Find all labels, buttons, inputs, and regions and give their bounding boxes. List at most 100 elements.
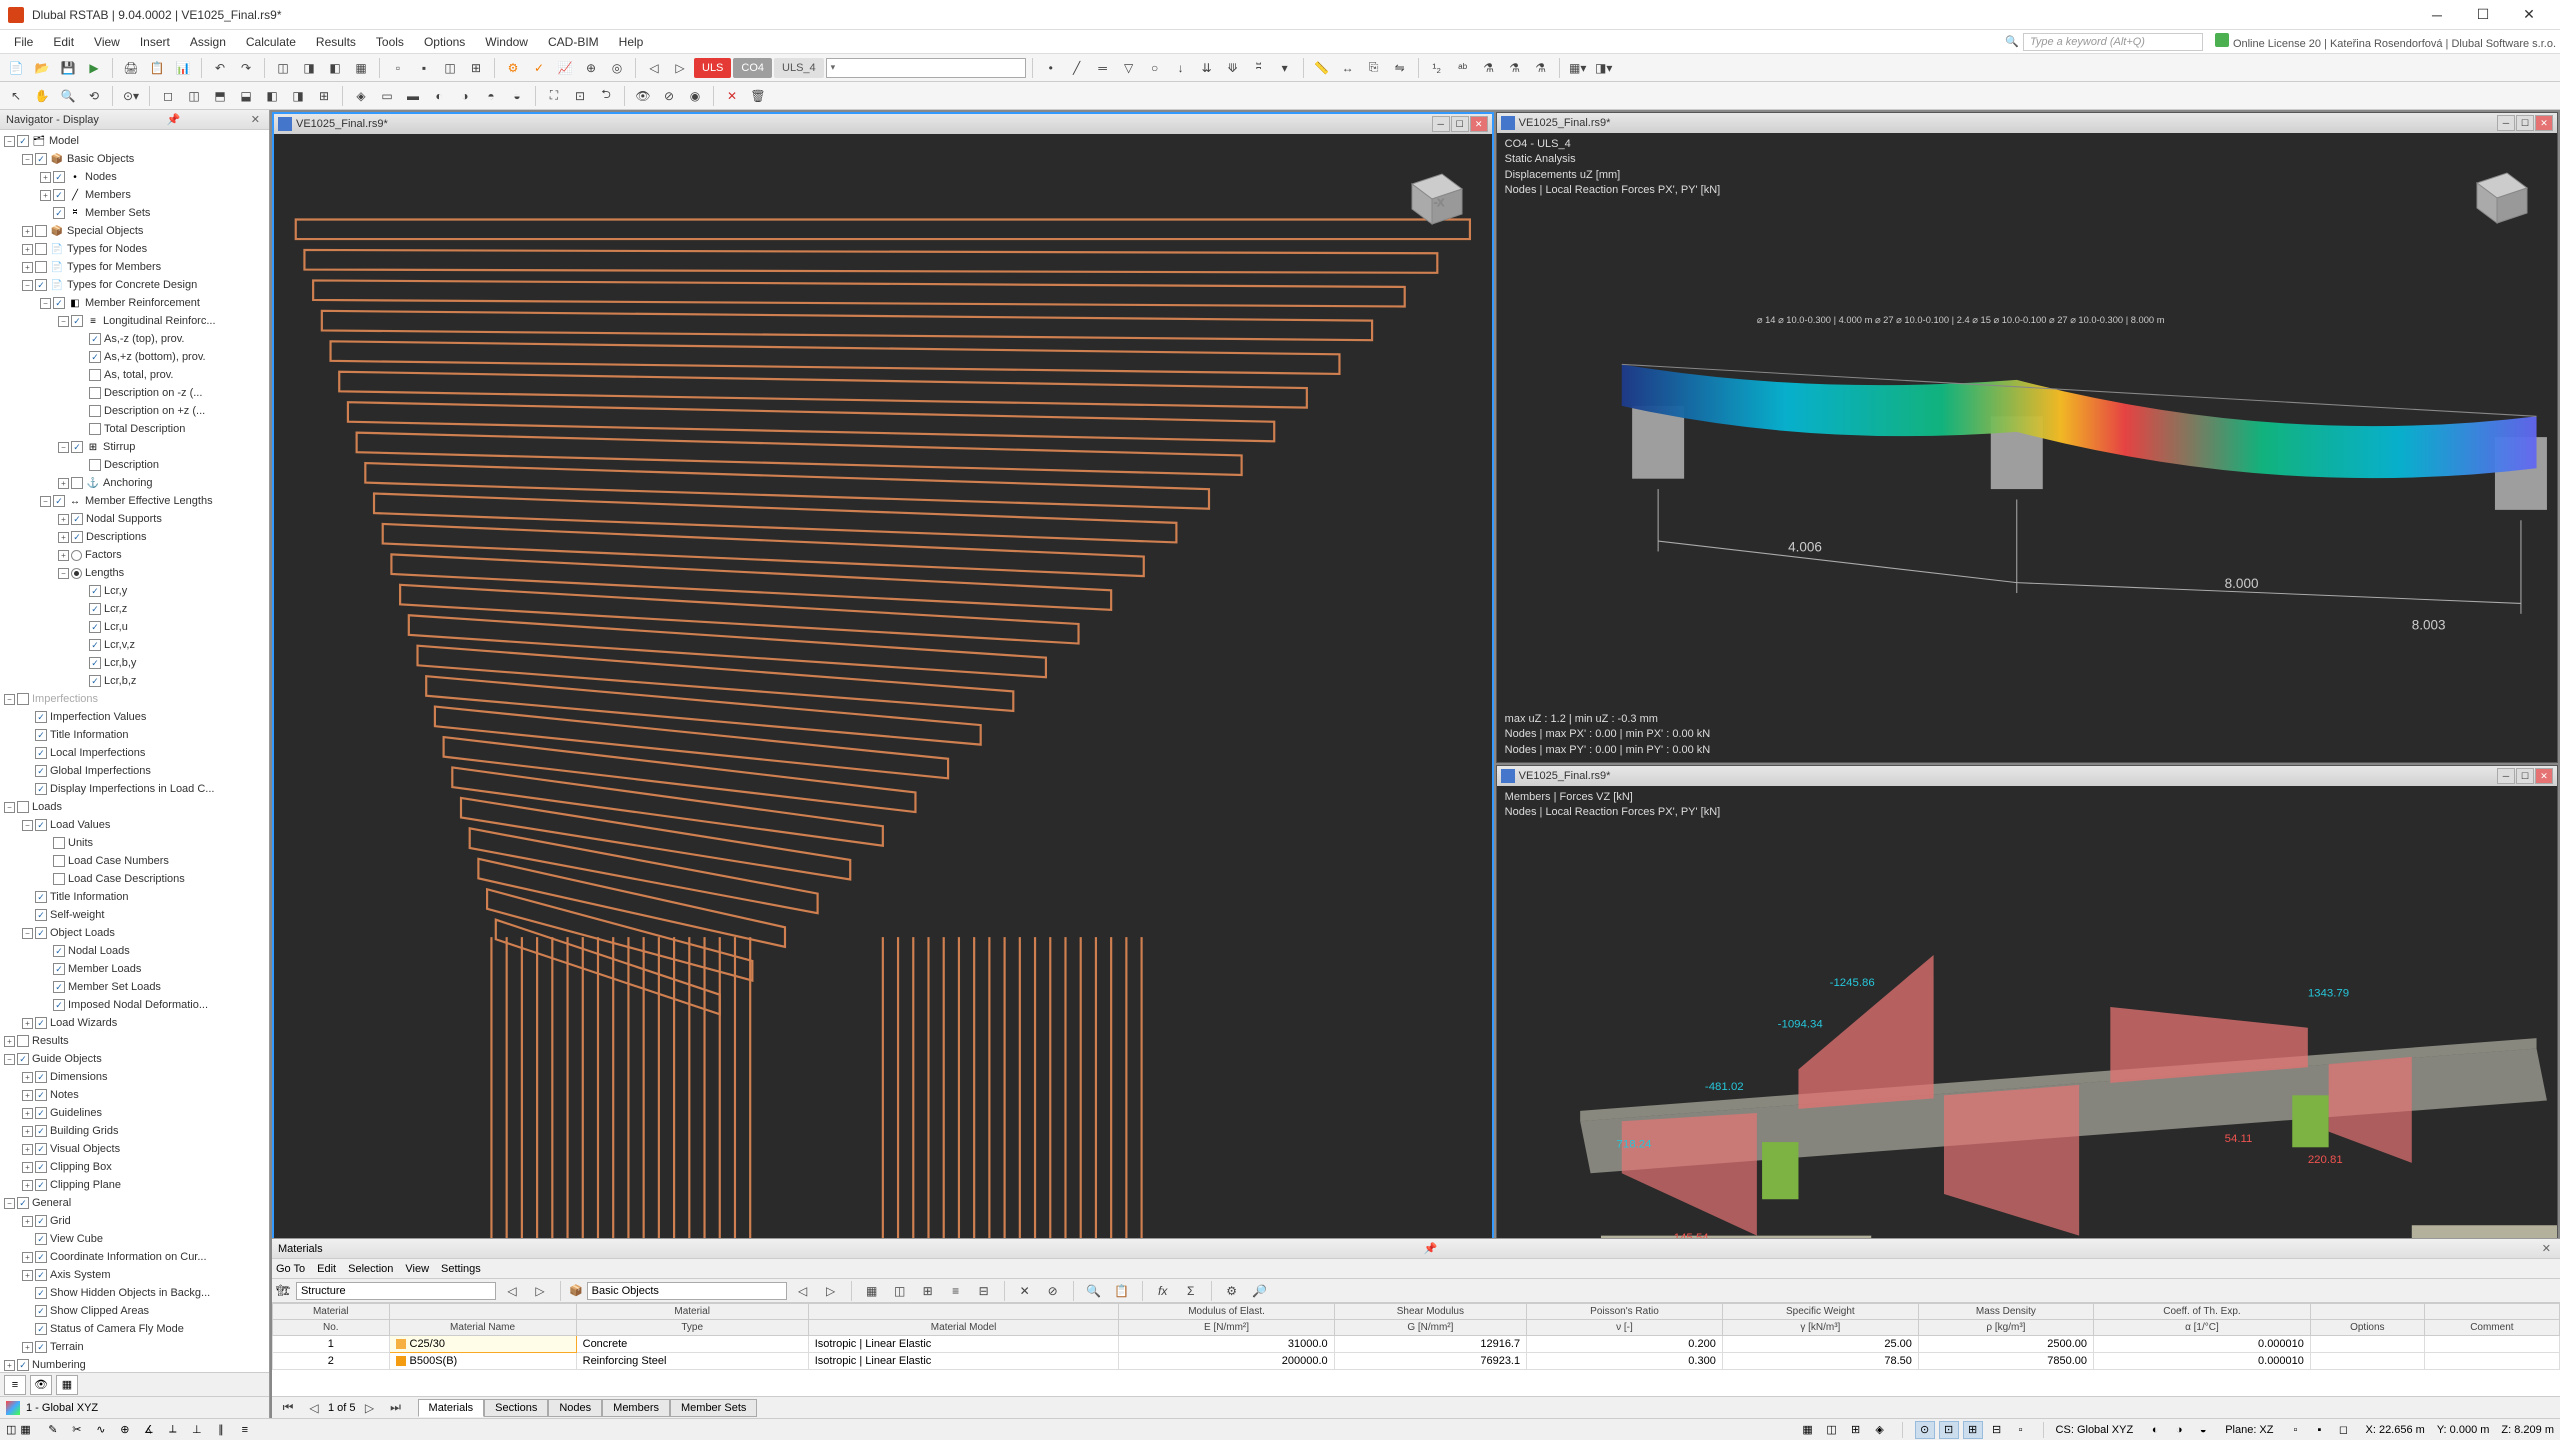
- tree-node[interactable]: Imperfection Values: [0, 708, 269, 726]
- sb-tools2[interactable]: ▦: [20, 1423, 30, 1436]
- tree-node[interactable]: −Guide Objects: [0, 1050, 269, 1068]
- mat-tb-9[interactable]: 📋: [1110, 1279, 1134, 1303]
- tb2-iso[interactable]: ◈: [349, 84, 373, 108]
- badge-co4[interactable]: CO4: [733, 58, 772, 78]
- tb-wireframe[interactable]: ◫: [271, 56, 295, 80]
- tb-preview[interactable]: 📋: [145, 56, 169, 80]
- window-close[interactable]: ✕: [2506, 0, 2552, 30]
- tree-node[interactable]: +•Nodes: [0, 168, 269, 186]
- tb-new[interactable]: 📄: [4, 56, 28, 80]
- tb-filter1[interactable]: ⚗: [1477, 56, 1501, 80]
- window-maximize[interactable]: ☐: [2460, 0, 2506, 30]
- tb-next-lc[interactable]: ▷: [668, 56, 692, 80]
- search-input[interactable]: Type a keyword (Alt+Q): [2023, 33, 2203, 51]
- mat-menu-settings[interactable]: Settings: [441, 1263, 481, 1275]
- tree-node[interactable]: +📄Types for Members: [0, 258, 269, 276]
- sb-snap4[interactable]: ⊟: [1987, 1421, 2007, 1439]
- window-minimize[interactable]: ─: [2414, 0, 2460, 30]
- nav-tab-data[interactable]: ≡: [4, 1375, 26, 1395]
- tree-node[interactable]: Lcr,u: [0, 618, 269, 636]
- tb2-del[interactable]: ✕: [720, 84, 744, 108]
- objects-combo[interactable]: Basic Objects: [587, 1282, 787, 1300]
- tree-node[interactable]: Global Imperfections: [0, 762, 269, 780]
- tree-node[interactable]: −◧Member Reinforcement: [0, 294, 269, 312]
- mat-menu-selection[interactable]: Selection: [348, 1263, 393, 1275]
- tb2-front[interactable]: ▭: [375, 84, 399, 108]
- tree-node[interactable]: +Dimensions: [0, 1068, 269, 1086]
- tb-hinge[interactable]: ○: [1143, 56, 1167, 80]
- tree-node[interactable]: Description on +z (...: [0, 402, 269, 420]
- tree-node[interactable]: +Numbering: [0, 1356, 269, 1372]
- tree-node[interactable]: −≡Longitudinal Reinforc...: [0, 312, 269, 330]
- mat-tb-next2[interactable]: ▷: [819, 1279, 843, 1303]
- navcube-2[interactable]: [2457, 153, 2537, 233]
- sb-3[interactable]: ∿: [91, 1421, 111, 1439]
- mat-tb-6[interactable]: ✕: [1013, 1279, 1037, 1303]
- mat-tb-prev2[interactable]: ◁: [791, 1279, 815, 1303]
- tb-results[interactable]: 📈: [553, 56, 577, 80]
- tb2-hide[interactable]: ⊘: [657, 84, 681, 108]
- panel-pin[interactable]: 📌: [1421, 1242, 1441, 1255]
- mat-tb-12[interactable]: 🔎: [1248, 1279, 1272, 1303]
- mat-menu-go-to[interactable]: Go To: [276, 1263, 305, 1275]
- mat-tb-5[interactable]: ⊟: [972, 1279, 996, 1303]
- tree-node[interactable]: −Load Values: [0, 816, 269, 834]
- mat-menu-view[interactable]: View: [405, 1263, 429, 1275]
- menu-view[interactable]: View: [84, 35, 130, 49]
- vp3-close[interactable]: ✕: [2535, 768, 2553, 784]
- tb2-v6[interactable]: ◨: [286, 84, 310, 108]
- tb2-v1[interactable]: ◻: [156, 84, 180, 108]
- materials-table[interactable]: MaterialMaterialModulus of Elast.Shear M…: [272, 1303, 2560, 1396]
- tb-open[interactable]: 📂: [30, 56, 54, 80]
- sb-snap3[interactable]: ⊞: [1963, 1421, 1983, 1439]
- viewport-2[interactable]: VE1025_Final.rs9* ─ ☐ ✕ CO4 - ULS_4Stati…: [1496, 112, 2558, 763]
- tb-report[interactable]: 📊: [171, 56, 195, 80]
- vp2-min[interactable]: ─: [2497, 115, 2515, 131]
- sb-9[interactable]: ≡: [235, 1421, 255, 1439]
- menu-cad-bim[interactable]: CAD-BIM: [538, 35, 609, 49]
- mat-tb-4[interactable]: ≡: [944, 1279, 968, 1303]
- structure-combo[interactable]: Structure: [296, 1282, 496, 1300]
- mat-tb-10[interactable]: Σ: [1179, 1279, 1203, 1303]
- mat-tb-2[interactable]: ◫: [888, 1279, 912, 1303]
- tree-node[interactable]: +Building Grids: [0, 1122, 269, 1140]
- tree-node[interactable]: +Coordinate Information on Cur...: [0, 1248, 269, 1266]
- tree-node[interactable]: +Descriptions: [0, 528, 269, 546]
- vp2-max[interactable]: ☐: [2516, 115, 2534, 131]
- tb-disp2[interactable]: ◨▾: [1592, 56, 1616, 80]
- tree-node[interactable]: Member Set Loads: [0, 978, 269, 996]
- mat-tb-next[interactable]: ▷: [528, 1279, 552, 1303]
- tb-load3[interactable]: ⟱: [1221, 56, 1245, 80]
- tb-line[interactable]: ╱: [1065, 56, 1089, 80]
- tree-node[interactable]: Display Imperfections in Load C...: [0, 780, 269, 798]
- vp1-max[interactable]: ☐: [1451, 116, 1469, 132]
- tb2-back[interactable]: ▬: [401, 84, 425, 108]
- nav-prev[interactable]: ◁: [302, 1396, 326, 1420]
- tb-measure[interactable]: 📏: [1310, 56, 1334, 80]
- tree-node[interactable]: −🗂Model: [0, 132, 269, 150]
- tb-support[interactable]: ▽: [1117, 56, 1141, 80]
- tb2-zoom[interactable]: 🔍: [56, 84, 80, 108]
- tb2-zoomfit[interactable]: ⛶: [542, 84, 566, 108]
- tb-calc[interactable]: ⚙: [501, 56, 525, 80]
- tb-script[interactable]: ▶: [82, 56, 106, 80]
- vp2-close[interactable]: ✕: [2535, 115, 2553, 131]
- sb-1[interactable]: ✎: [43, 1421, 63, 1439]
- badge-uls[interactable]: ULS: [694, 58, 731, 78]
- tb2-rotate[interactable]: ⟲: [82, 84, 106, 108]
- tab-nodes[interactable]: Nodes: [548, 1399, 602, 1417]
- tb-disp1[interactable]: ▦▾: [1566, 56, 1590, 80]
- tree-node[interactable]: Load Case Numbers: [0, 852, 269, 870]
- tree-node[interactable]: +Clipping Plane: [0, 1176, 269, 1194]
- sb-6[interactable]: ⟂: [163, 1421, 183, 1439]
- tab-sections[interactable]: Sections: [484, 1399, 548, 1417]
- tree-node[interactable]: +Guidelines: [0, 1104, 269, 1122]
- tb2-v2[interactable]: ◫: [182, 84, 206, 108]
- sb-2[interactable]: ✂: [67, 1421, 87, 1439]
- sb-c2[interactable]: ▪: [2310, 1421, 2330, 1439]
- sb-snap1[interactable]: ⊙: [1915, 1421, 1935, 1439]
- tree-node[interactable]: +📄Types for Nodes: [0, 240, 269, 258]
- tb2-hand[interactable]: ✋: [30, 84, 54, 108]
- tb-prev-lc[interactable]: ◁: [642, 56, 666, 80]
- tb-node[interactable]: •: [1039, 56, 1063, 80]
